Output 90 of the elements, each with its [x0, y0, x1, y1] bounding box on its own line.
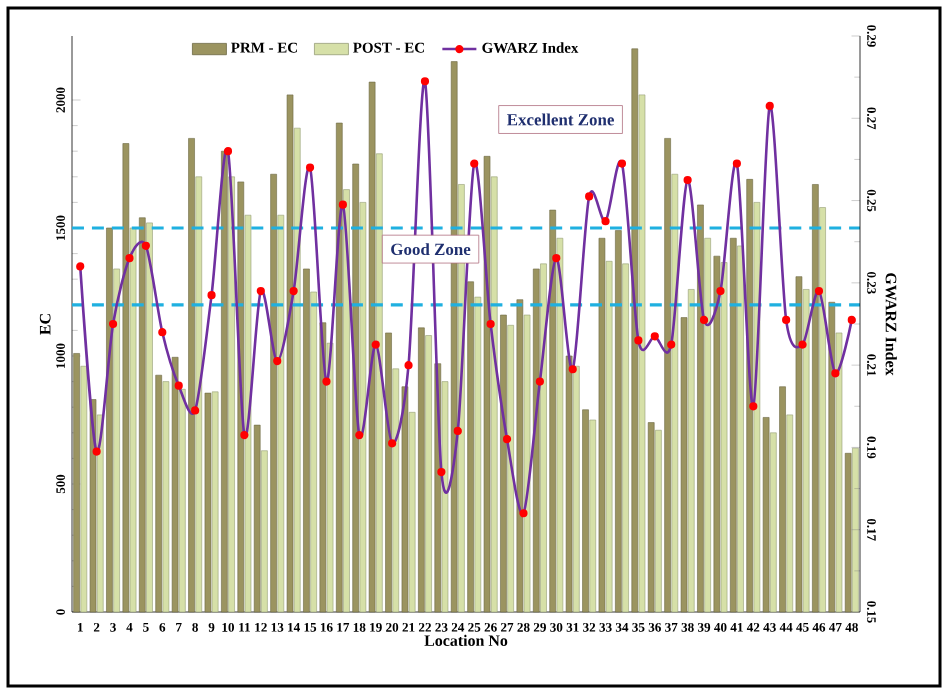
bar	[211, 391, 219, 613]
bar	[204, 392, 212, 613]
bar	[359, 202, 367, 613]
bar	[540, 263, 547, 613]
bar	[786, 414, 794, 613]
bar	[418, 327, 425, 613]
bar	[293, 127, 301, 613]
bar	[270, 173, 277, 613]
bar	[146, 222, 153, 613]
annotation: Good Zone	[391, 243, 471, 256]
bar	[171, 356, 179, 613]
bar	[483, 156, 491, 613]
bar	[335, 122, 343, 613]
bar	[122, 143, 130, 613]
bar	[310, 291, 317, 613]
bar	[73, 353, 80, 613]
bar	[113, 268, 120, 613]
bar	[819, 207, 826, 613]
bar	[835, 332, 843, 613]
bar	[704, 237, 711, 613]
bar	[228, 176, 235, 613]
bar	[631, 48, 639, 613]
bar	[253, 424, 261, 613]
bar	[129, 227, 137, 613]
bar	[326, 342, 334, 613]
bar	[516, 299, 524, 613]
bar	[162, 381, 170, 613]
bar	[573, 365, 580, 613]
bar	[155, 374, 162, 613]
bar	[523, 314, 531, 613]
bar	[106, 227, 113, 613]
bar	[385, 332, 392, 613]
bar	[96, 414, 104, 613]
bar	[655, 429, 662, 613]
bar	[779, 386, 786, 613]
bar	[729, 237, 737, 613]
bar	[762, 417, 770, 613]
bar	[615, 230, 622, 613]
bar	[565, 355, 573, 613]
bar	[549, 209, 556, 613]
bar	[680, 317, 688, 613]
bar	[638, 94, 646, 613]
bar	[795, 276, 803, 613]
bar	[392, 368, 400, 613]
bar	[319, 322, 327, 613]
annotation: Excellent Zone	[506, 113, 614, 126]
bar	[138, 217, 146, 613]
bar	[770, 432, 777, 613]
bar	[720, 262, 728, 613]
bar	[376, 153, 383, 613]
bar	[195, 176, 203, 613]
bar	[277, 214, 285, 613]
bar	[188, 138, 195, 613]
bar	[582, 409, 589, 613]
bar	[441, 381, 449, 613]
bar	[622, 263, 629, 613]
bar	[664, 138, 671, 613]
bar	[687, 289, 695, 613]
bar	[343, 189, 350, 613]
bar	[474, 296, 482, 613]
bar	[812, 184, 819, 613]
bar	[244, 214, 252, 613]
bar	[401, 386, 409, 613]
bar	[425, 335, 432, 613]
bar	[303, 268, 310, 613]
bar	[368, 81, 376, 613]
bar	[844, 452, 852, 613]
bar	[467, 281, 474, 613]
bar	[556, 237, 564, 613]
bar	[647, 422, 655, 613]
bar	[286, 94, 294, 613]
bar	[507, 324, 514, 613]
bar	[532, 268, 540, 613]
bar	[828, 301, 836, 613]
bar	[802, 289, 810, 613]
bar	[221, 150, 228, 613]
bar	[408, 412, 416, 613]
bar	[852, 447, 859, 613]
bar	[490, 176, 498, 613]
bar	[80, 365, 88, 613]
bar	[261, 450, 268, 613]
bar	[179, 388, 186, 613]
bar	[500, 314, 507, 613]
bar	[671, 173, 679, 613]
bar	[605, 260, 613, 613]
bar	[737, 245, 744, 613]
bar	[713, 255, 721, 613]
bar	[697, 204, 704, 613]
bar	[598, 237, 606, 613]
bar	[589, 419, 597, 613]
